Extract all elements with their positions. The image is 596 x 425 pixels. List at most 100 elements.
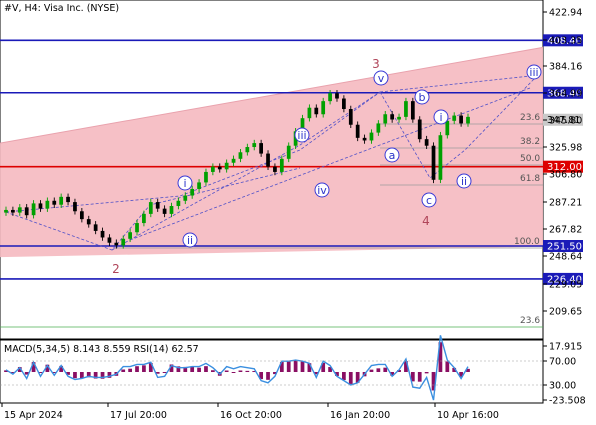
wave-circle xyxy=(182,232,198,248)
candle-body xyxy=(17,207,22,213)
macd-bar xyxy=(376,368,381,372)
candle-body xyxy=(197,182,201,189)
macd-bar xyxy=(348,372,353,384)
macd-bar xyxy=(286,361,291,372)
wave-circle-label: i xyxy=(183,177,186,190)
wave-circle xyxy=(177,175,193,191)
fibonacci-levels: 23.6 38.2 50.0 61.8 100.0 23.6 xyxy=(0,113,543,328)
candle-body xyxy=(38,203,43,209)
wave-dashed-line xyxy=(129,87,531,241)
price-tick-label: 248.64 xyxy=(549,252,582,263)
wave-circle xyxy=(414,89,430,105)
candle-body xyxy=(238,152,243,159)
wave-dashed-line xyxy=(379,74,541,93)
candle-body xyxy=(348,109,353,125)
fib-label: 100.0 xyxy=(514,237,540,247)
macd-bar xyxy=(238,370,243,372)
candle-body xyxy=(148,202,153,214)
macd-bar xyxy=(197,367,201,372)
macd-bar xyxy=(128,368,132,372)
time-tick-label: 10 Apr 16:00 xyxy=(437,410,499,421)
macd-bar xyxy=(355,372,360,383)
candle-body xyxy=(259,143,264,154)
level-price-label: 312.00 xyxy=(547,162,582,173)
macd-bar xyxy=(100,372,105,379)
level-price-label: 251.50 xyxy=(547,242,582,253)
candle-body xyxy=(279,158,284,172)
candle-body xyxy=(93,224,98,231)
level-price-label: 368.40 xyxy=(547,88,582,99)
price-tick-label: 267.82 xyxy=(549,225,582,236)
macd-bar xyxy=(155,372,160,374)
wave-dashed-line xyxy=(5,91,381,213)
candle-body xyxy=(459,115,463,124)
wave-circle xyxy=(421,192,437,208)
wave-circle-label: ii xyxy=(187,234,193,247)
candle-body xyxy=(73,202,77,212)
time-axis: 15 Apr 2024 17 Jul 20:00 16 Oct 20:00 16 Ja… xyxy=(1,403,499,421)
macd-bar xyxy=(45,364,50,372)
wave-dashed-line xyxy=(379,77,536,179)
candle-body xyxy=(224,162,229,170)
candle-body xyxy=(245,147,250,153)
level-price-tag xyxy=(543,160,583,173)
macd-bar xyxy=(404,361,408,372)
candle-body xyxy=(300,118,305,132)
macd-bar xyxy=(390,372,395,376)
macd-bar xyxy=(204,366,208,372)
indicator-pane: 17.915 70.00 30.00 -23.508 xyxy=(0,335,586,407)
price-axis: 422.94 403.35 384.16 364.99 345.80 325.98 306.… xyxy=(543,8,582,318)
wave-circle-label: a xyxy=(389,149,396,162)
rsi-line xyxy=(5,335,469,401)
candle-body xyxy=(307,107,312,119)
macd-bar xyxy=(335,372,339,377)
candle-body xyxy=(424,139,429,146)
candle-body xyxy=(231,158,236,163)
macd-bar xyxy=(11,372,15,373)
wave-circle-label: i xyxy=(439,111,442,124)
macd-bar xyxy=(279,362,284,372)
candle-body xyxy=(335,93,339,99)
level-price-label: 408.40 xyxy=(547,36,582,47)
macd-bar xyxy=(259,372,264,380)
indicator-tick-label: -23.508 xyxy=(549,396,586,407)
wave-circle xyxy=(294,127,310,143)
macd-bar xyxy=(231,372,236,373)
candle-body xyxy=(383,114,388,124)
indicator-tick-label: 70.00 xyxy=(549,357,576,368)
wave-circle xyxy=(526,64,542,80)
macd-bar xyxy=(342,372,346,381)
macd-bar xyxy=(397,369,401,372)
time-tick-label: 17 Jul 20:00 xyxy=(110,410,167,421)
macd-bar xyxy=(452,367,457,372)
macd-bar xyxy=(59,365,64,372)
price-tick-label: 403.35 xyxy=(549,36,582,47)
time-tick-label: 16 Oct 20:00 xyxy=(220,410,282,421)
macd-bar xyxy=(79,372,84,379)
candle-body xyxy=(204,171,208,183)
channel-upper-line xyxy=(0,46,544,144)
macd-bar xyxy=(293,360,298,372)
wave-circle xyxy=(456,173,472,189)
macd-bar xyxy=(383,367,388,372)
macd-bar xyxy=(121,369,126,372)
level-price-label: 226.40 xyxy=(547,274,582,285)
wave-label: 4 xyxy=(422,214,430,228)
wave-label: 3 xyxy=(372,57,380,71)
candle-body xyxy=(11,209,15,213)
macd-bar xyxy=(273,372,277,375)
price-tick-label: 422.94 xyxy=(549,8,582,19)
candle-body xyxy=(404,101,408,117)
macd-bar xyxy=(4,370,8,372)
candle-body xyxy=(128,232,132,239)
macd-bar xyxy=(252,371,257,373)
macd-bar xyxy=(93,372,98,379)
macd-bar xyxy=(86,372,91,378)
macd-bar xyxy=(224,370,229,372)
level-price-tag xyxy=(543,272,583,285)
macd-bar xyxy=(321,362,326,372)
macd-bar xyxy=(459,372,463,377)
fib-label: 38.2 xyxy=(520,137,540,147)
level-price-tag xyxy=(543,240,583,252)
